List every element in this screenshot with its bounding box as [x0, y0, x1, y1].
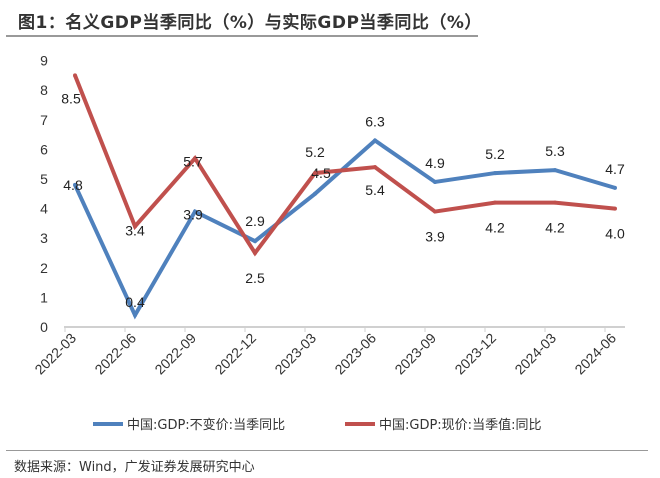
- title-divider: [6, 35, 478, 37]
- data-point: [433, 209, 437, 214]
- x-tick-label: 2022-03: [31, 330, 79, 378]
- legend-label: 中国:GDP:现价:当季值:同比: [379, 418, 542, 433]
- y-tick-label: 7: [40, 112, 48, 128]
- data-point: [313, 191, 317, 196]
- data-label: 3.9: [425, 229, 445, 245]
- y-tick-label: 6: [40, 141, 48, 157]
- data-label: 4.7: [605, 161, 625, 177]
- data-point: [553, 168, 557, 173]
- data-point: [253, 251, 257, 255]
- y-tick-label: 9: [40, 53, 48, 69]
- y-tick-label: 1: [40, 289, 48, 305]
- data-point: [373, 165, 377, 170]
- data-label: 4.0: [605, 226, 625, 242]
- data-label: 3.4: [125, 222, 145, 238]
- data-point: [73, 182, 77, 187]
- data-label: 2.5: [245, 270, 265, 286]
- data-point: [373, 138, 377, 143]
- x-tick-label: 2024-06: [571, 330, 619, 378]
- data-point: [433, 179, 437, 184]
- x-tick-label: 2022-06: [91, 330, 139, 378]
- series-line-1: [73, 74, 616, 257]
- source-note: 数据来源：Wind，广发证券发展研究中心: [14, 460, 255, 475]
- data-point: [313, 171, 317, 176]
- data-label: 4.5: [311, 165, 331, 181]
- y-tick-label: 5: [40, 171, 48, 187]
- data-label: 4.2: [545, 220, 565, 236]
- legend-swatch-blue: [93, 421, 123, 426]
- data-label: 5.4: [365, 182, 385, 198]
- data-point: [133, 313, 137, 318]
- data-label: 8.5: [61, 90, 81, 106]
- legend-item-nominal-gdp: 中国:GDP:现价:当季值:同比: [345, 414, 541, 433]
- x-tick-label: 2023-06: [331, 330, 379, 378]
- x-tick-label: 2024-03: [511, 330, 559, 378]
- data-label: 2.9: [245, 213, 265, 229]
- legend-label: 中国:GDP:不变价:当季同比: [127, 418, 286, 433]
- data-point: [193, 156, 197, 161]
- data-label: 6.3: [365, 114, 385, 130]
- data-point: [253, 239, 257, 244]
- data-point: [553, 200, 557, 205]
- y-tick-label: 2: [40, 260, 48, 276]
- source-divider: [6, 450, 648, 451]
- y-tick-label: 3: [40, 230, 48, 246]
- data-label: 5.3: [545, 143, 565, 159]
- data-point: [493, 171, 497, 176]
- data-point: [613, 206, 617, 211]
- y-tick-label: 0: [40, 319, 48, 335]
- data-label: 0.4: [125, 294, 145, 310]
- data-label: 5.2: [305, 144, 325, 160]
- legend-swatch-red: [345, 421, 375, 426]
- x-tick-label: 2023-12: [451, 330, 499, 378]
- y-tick-label: 4: [40, 201, 48, 217]
- data-label: 4.9: [425, 155, 445, 171]
- data-label: 4.2: [485, 220, 505, 236]
- data-point: [73, 73, 77, 78]
- data-label: 5.2: [485, 146, 505, 162]
- data-point: [613, 185, 617, 190]
- series-line-0: [73, 137, 616, 320]
- x-tick-label: 2022-12: [211, 330, 259, 378]
- data-label: 3.9: [183, 207, 203, 223]
- data-point: [133, 224, 137, 229]
- data-point: [193, 209, 197, 214]
- x-tick-label: 2022-09: [151, 330, 199, 378]
- data-label: 4.8: [63, 177, 83, 193]
- x-tick-label: 2023-09: [391, 330, 439, 378]
- legend-item-real-gdp: 中国:GDP:不变价:当季同比: [93, 414, 285, 433]
- y-tick-label: 8: [40, 82, 48, 98]
- data-label: 5.7: [183, 153, 203, 169]
- chart-title: 图1：名义GDP当季同比（%）与实际GDP当季同比（%）: [18, 13, 482, 33]
- data-point: [493, 200, 497, 205]
- x-tick-label: 2023-03: [271, 330, 319, 378]
